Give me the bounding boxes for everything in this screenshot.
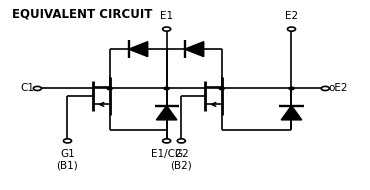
Text: C1: C1 <box>20 82 34 93</box>
Text: E2: E2 <box>285 11 298 21</box>
Circle shape <box>162 27 171 31</box>
Polygon shape <box>281 106 302 120</box>
Circle shape <box>219 87 224 90</box>
Text: E1: E1 <box>160 11 173 21</box>
Circle shape <box>33 86 41 90</box>
Polygon shape <box>129 42 148 57</box>
Circle shape <box>177 139 185 143</box>
Circle shape <box>287 27 296 31</box>
Text: G1
(B1): G1 (B1) <box>57 149 78 171</box>
Circle shape <box>107 87 112 90</box>
Polygon shape <box>185 42 204 57</box>
Circle shape <box>162 139 171 143</box>
Text: G2
(B2): G2 (B2) <box>171 149 192 171</box>
Circle shape <box>289 87 294 90</box>
Text: oE2: oE2 <box>329 82 348 93</box>
Circle shape <box>164 87 169 90</box>
Text: EQUIVALENT CIRCUIT: EQUIVALENT CIRCUIT <box>13 7 153 20</box>
Polygon shape <box>157 106 177 120</box>
Circle shape <box>63 139 71 143</box>
Circle shape <box>321 86 329 90</box>
Text: E1/C2: E1/C2 <box>151 149 182 159</box>
